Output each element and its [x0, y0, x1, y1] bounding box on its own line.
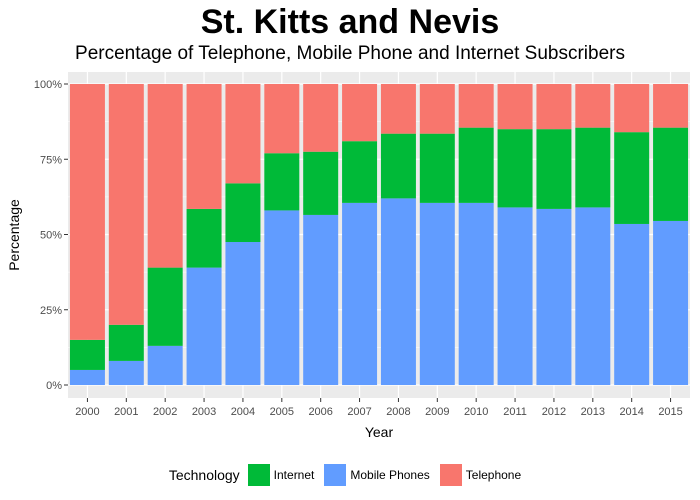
bar-mobile-phones-2011: [497, 207, 533, 385]
bar-telephone-2001: [108, 84, 144, 325]
x-tick-label: 2013: [581, 406, 605, 418]
legend-item-telephone: Telephone: [439, 464, 522, 486]
bar-mobile-phones-2010: [458, 202, 494, 385]
chart-plot: 0% 25% 50% 75% 100% 2000 2001 2002 2003 2004 2005 2…: [6, 72, 690, 440]
bar-telephone-2002: [147, 84, 183, 268]
bar-internet-2008: [380, 133, 416, 199]
bar-telephone-2015: [653, 84, 689, 128]
bar-internet-2002: [147, 267, 183, 346]
bar-mobile-phones-2000: [69, 369, 105, 385]
y-tick-label: 75%: [40, 154, 62, 166]
bar-mobile-phones-2015: [653, 220, 689, 385]
x-tick-label: 2005: [270, 406, 294, 418]
bar-internet-2013: [575, 127, 611, 208]
bar-telephone-2004: [225, 84, 261, 184]
bar-mobile-phones-2014: [614, 223, 650, 385]
x-tick-label: 2003: [192, 406, 216, 418]
x-tick-label: 2007: [347, 406, 371, 418]
bar-internet-2006: [303, 151, 339, 215]
legend-swatch: [324, 464, 347, 486]
bar-telephone-2003: [186, 84, 222, 209]
legend-item-mobile-phones: Mobile Phones: [324, 464, 430, 486]
bar-mobile-phones-2002: [147, 345, 183, 385]
bar-internet-2011: [497, 129, 533, 208]
bar-telephone-2009: [419, 84, 455, 134]
x-tick-label: 2000: [75, 406, 99, 418]
y-axis-label: Percentage: [6, 199, 22, 271]
bar-internet-2005: [264, 153, 300, 211]
bar-mobile-phones-2008: [380, 198, 416, 385]
bar-mobile-phones-2004: [225, 242, 261, 385]
bar-internet-2012: [536, 129, 572, 209]
x-tick-label: 2004: [231, 406, 255, 418]
x-axis-label: Year: [365, 424, 394, 440]
x-tick-label: 2009: [425, 406, 449, 418]
x-tick-label: 2011: [503, 406, 527, 418]
chart-legend: Technology Internet Mobile Phones Telephon…: [0, 460, 700, 490]
x-tick-label: 2010: [464, 406, 488, 418]
bar-internet-2015: [653, 127, 689, 221]
bar-internet-2014: [614, 132, 650, 224]
chart-title: St. Kitts and Nevis: [200, 3, 500, 41]
bar-internet-2004: [225, 183, 261, 243]
x-tick-label: 2014: [619, 406, 643, 418]
bar-internet-2009: [419, 133, 455, 203]
bar-mobile-phones-2006: [303, 214, 339, 385]
x-tick-label: 2008: [386, 406, 410, 418]
bar-internet-2007: [342, 141, 378, 203]
bar-telephone-2000: [69, 84, 105, 340]
bar-telephone-2012: [536, 84, 572, 130]
bar-mobile-phones-2001: [108, 360, 144, 385]
bar-internet-2010: [458, 127, 494, 203]
x-tick-label: 2001: [114, 406, 138, 418]
y-tick-label: 50%: [40, 230, 62, 242]
bar-mobile-phones-2003: [186, 267, 222, 385]
legend-label: Telephone: [465, 468, 522, 482]
bar-mobile-phones-2009: [419, 202, 455, 385]
x-tick-label: 2015: [658, 406, 682, 418]
bar-telephone-2006: [303, 84, 339, 152]
bar-mobile-phones-2012: [536, 208, 572, 385]
legend-label: Mobile Phones: [350, 468, 430, 482]
x-tick-label: 2002: [153, 406, 177, 418]
bar-telephone-2010: [458, 84, 494, 128]
x-tick-label: 2006: [308, 406, 332, 418]
bar-internet-2001: [108, 324, 144, 361]
legend-swatch: [247, 464, 270, 486]
y-tick-label: 25%: [40, 305, 62, 317]
chart-subtitle: Percentage of Telephone, Mobile Phone an…: [75, 43, 625, 64]
y-tick-label: 0%: [46, 380, 62, 392]
bar-telephone-2014: [614, 84, 650, 133]
x-tick-label: 2012: [542, 406, 566, 418]
bar-mobile-phones-2013: [575, 207, 611, 385]
legend-swatch: [439, 464, 462, 486]
bar-telephone-2005: [264, 84, 300, 154]
bar-telephone-2008: [380, 84, 416, 134]
bar-internet-2000: [69, 339, 105, 370]
bar-telephone-2011: [497, 84, 533, 130]
bar-internet-2003: [186, 208, 222, 268]
bar-mobile-phones-2005: [264, 210, 300, 385]
legend-title: Technology: [168, 467, 240, 483]
bar-telephone-2007: [342, 84, 378, 142]
bar-telephone-2013: [575, 84, 611, 128]
legend-label: Internet: [273, 468, 315, 482]
legend-item-internet: Internet: [247, 464, 315, 486]
bar-mobile-phones-2007: [342, 202, 378, 385]
y-tick-label: 100%: [34, 79, 62, 91]
